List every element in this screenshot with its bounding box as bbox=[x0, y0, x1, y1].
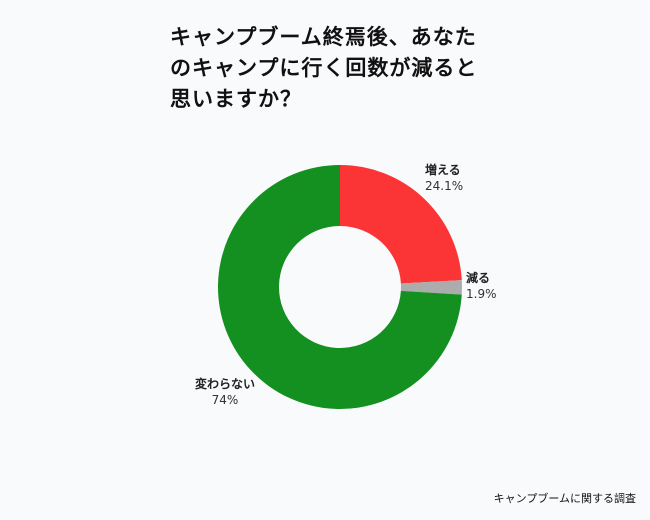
chart-title-line-2: のキャンプに行く回数が減ると bbox=[170, 56, 478, 80]
source-note: キャンプブームに関する調査 bbox=[493, 492, 636, 505]
slice-value-3: 74% bbox=[212, 393, 239, 407]
chart-title: キャンプブーム終焉後、あなた のキャンプに行く回数が減ると 思いますか？ bbox=[170, 22, 530, 115]
slice-value-2: 1.9% bbox=[466, 287, 497, 301]
slice-label-3: 変わらない bbox=[195, 376, 255, 391]
donut-slice-2 bbox=[400, 280, 462, 295]
donut-slice-1 bbox=[340, 165, 462, 284]
slice-value-1: 24.1% bbox=[425, 179, 463, 193]
slice-label-2: 減る bbox=[466, 270, 490, 285]
donut-slice-3 bbox=[217, 165, 462, 409]
chart-title-line-1: キャンプブーム終焉後、あなた bbox=[170, 25, 477, 49]
slice-label-1: 増える bbox=[425, 162, 461, 177]
chart-title-line-3: 思いますか？ bbox=[170, 87, 302, 111]
